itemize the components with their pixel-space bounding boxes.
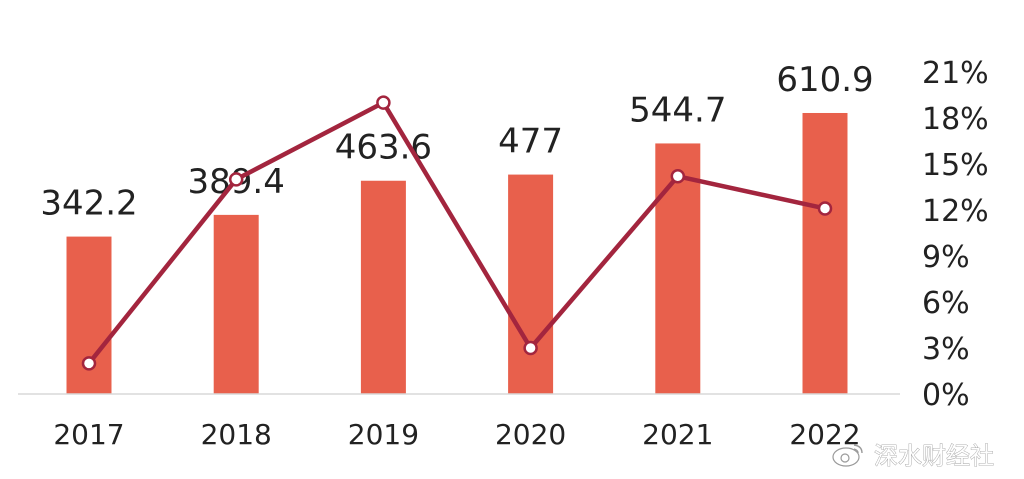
- x-tick-2017: 2017: [53, 418, 124, 451]
- right-tick-3: 9%: [922, 240, 970, 275]
- right-tick-5: 15%: [922, 148, 989, 183]
- right-tick-6: 18%: [922, 102, 989, 137]
- right-tick-2: 6%: [922, 286, 970, 321]
- bar-2018: [213, 214, 259, 394]
- growth-line: [87, 100, 826, 365]
- bar-2022: [802, 112, 848, 395]
- line-point-2022: [817, 201, 833, 216]
- bar-value-label-2017: 342.2: [40, 184, 137, 224]
- bar-series: [66, 112, 848, 395]
- right-axis-ticks: 0% 3% 6% 9% 12% 15% 18% 21%: [922, 56, 989, 413]
- watermark-text: 深水财经社: [874, 442, 994, 470]
- right-tick-0: 0%: [922, 378, 970, 413]
- line-point-2019: [376, 95, 391, 110]
- bar-2019: [360, 180, 406, 394]
- right-tick-1: 3%: [922, 332, 970, 367]
- x-tick-2020: 2020: [495, 418, 566, 451]
- x-tick-2019: 2019: [348, 418, 419, 451]
- line-point-2021: [670, 169, 686, 184]
- watermark: 深水财经社: [832, 442, 994, 470]
- bar-2020: [508, 174, 554, 394]
- x-axis-ticks: 2017 2018 2019 2020 2021 2022: [53, 418, 860, 451]
- x-tick-2018: 2018: [201, 418, 272, 451]
- line-point-2018: [228, 172, 244, 187]
- x-tick-2022: 2022: [789, 418, 860, 451]
- right-tick-7: 21%: [922, 56, 989, 91]
- x-tick-2021: 2021: [642, 418, 713, 451]
- bar-2021: [655, 143, 701, 394]
- growth-line-series: [81, 95, 833, 371]
- bar-value-label-2022: 610.9: [776, 60, 873, 100]
- bar-value-label-2020: 477: [498, 122, 563, 162]
- line-point-2020: [523, 340, 538, 356]
- line-point-2017: [81, 356, 97, 371]
- right-tick-4: 12%: [922, 194, 989, 229]
- bar-value-label-2021: 544.7: [629, 90, 726, 130]
- weibo-icon: [832, 444, 863, 467]
